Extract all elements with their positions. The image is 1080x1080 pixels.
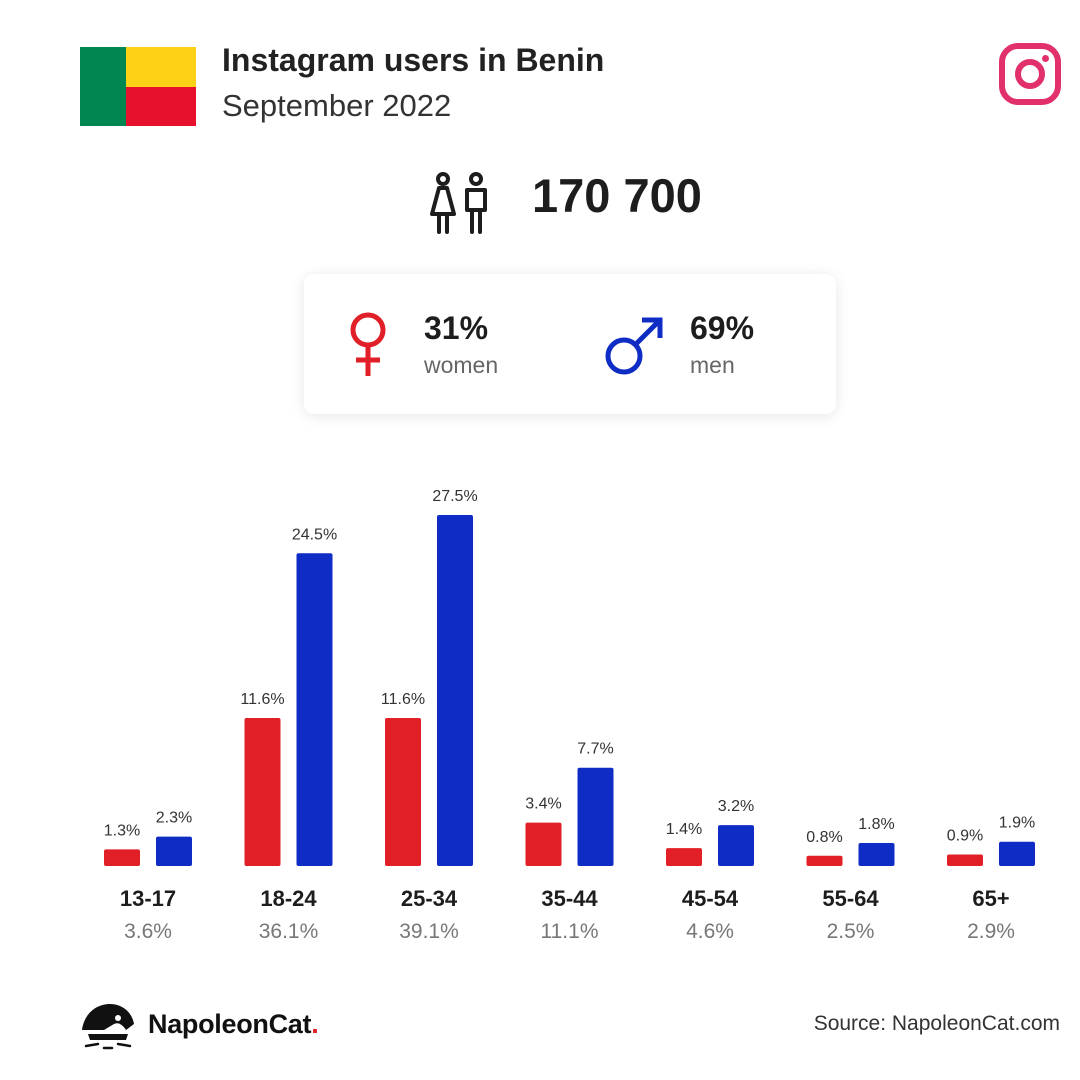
men-label: men <box>690 352 735 378</box>
category-total-55-64: 2.5% <box>827 920 875 943</box>
value-label-men-45-54: 3.2% <box>718 798 754 815</box>
bar-women-35-44 <box>525 822 562 866</box>
bar-men-13-17 <box>156 836 192 866</box>
category-total-45-54: 4.6% <box>686 920 734 943</box>
bar-men-55-64 <box>858 843 895 866</box>
value-label-men-13-17: 2.3% <box>156 810 192 827</box>
value-label-men-65+: 1.9% <box>999 815 1035 832</box>
value-label-men-25-34: 27.5% <box>432 488 477 505</box>
value-label-women-55-64: 0.8% <box>806 829 842 846</box>
napoleoncat-logo-icon <box>82 1004 134 1050</box>
category-total-18-24: 36.1% <box>259 920 319 943</box>
women-label: women <box>424 352 499 378</box>
category-label-13-17: 13-17 <box>120 886 176 911</box>
category-total-13-17: 3.6% <box>124 920 172 943</box>
category-total-25-34: 39.1% <box>399 920 459 943</box>
women-percent: 31% <box>424 310 489 346</box>
instagram-icon <box>999 43 1061 105</box>
category-total-35-44: 11.1% <box>541 920 599 943</box>
category-label-45-54: 45-54 <box>682 886 739 911</box>
category-total-65+: 2.9% <box>967 920 1015 943</box>
value-label-women-18-24: 11.6% <box>240 691 284 708</box>
page-subtitle: September 2022 <box>222 88 452 123</box>
source-credit: Source: NapoleonCat.com <box>813 1012 1060 1035</box>
brand-name: NapoleonCat. <box>148 1009 319 1040</box>
value-label-men-55-64: 1.8% <box>858 816 894 833</box>
value-label-men-35-44: 7.7% <box>577 741 613 758</box>
bar-men-65+ <box>999 841 1035 866</box>
brand-text: NapoleonCat <box>148 1009 312 1039</box>
age-gender-bar-chart: 1.3% 2.3% 13-17 3.6% 11.6% 24.5% 18-24 36.1% 11.… <box>104 488 1035 943</box>
category-label-18-24: 18-24 <box>260 886 317 911</box>
bar-men-45-54 <box>718 825 754 866</box>
value-label-women-45-54: 1.4% <box>666 821 702 838</box>
bar-men-35-44 <box>577 767 614 866</box>
flag-red-band <box>126 87 196 126</box>
value-label-women-35-44: 3.4% <box>525 796 561 813</box>
bar-women-25-34 <box>385 717 421 866</box>
bar-women-65+ <box>947 854 983 866</box>
value-label-women-25-34: 11.6% <box>381 691 425 708</box>
gender-split-card: 31% women 69% men <box>304 274 836 414</box>
brand-dot: . <box>311 1009 319 1039</box>
category-label-35-44: 35-44 <box>541 886 598 911</box>
female-symbol-icon <box>350 312 386 376</box>
page-title: Instagram users in Benin <box>222 42 605 78</box>
bar-women-45-54 <box>666 848 702 866</box>
male-symbol-icon <box>605 317 663 375</box>
bar-women-18-24 <box>244 717 281 866</box>
category-label-25-34: 25-34 <box>401 886 458 911</box>
bar-men-18-24 <box>296 553 333 866</box>
total-users: 170 700 <box>532 169 702 222</box>
people-icon <box>430 172 487 234</box>
value-label-women-13-17: 1.3% <box>104 822 140 839</box>
flag-yellow-band <box>126 47 196 87</box>
bar-women-55-64 <box>806 855 843 866</box>
category-label-65+: 65+ <box>972 886 1009 911</box>
men-percent: 69% <box>690 310 755 346</box>
bar-men-25-34 <box>437 515 473 866</box>
value-label-men-18-24: 24.5% <box>292 526 337 543</box>
benin-flag <box>80 47 196 126</box>
flag-green-band <box>80 47 126 126</box>
category-label-55-64: 55-64 <box>822 886 879 911</box>
bar-women-13-17 <box>104 849 140 866</box>
value-label-women-65+: 0.9% <box>947 828 983 845</box>
